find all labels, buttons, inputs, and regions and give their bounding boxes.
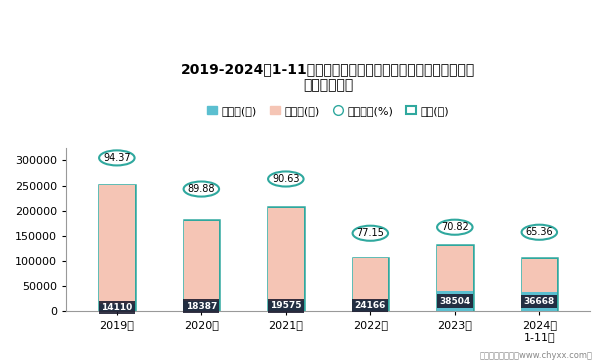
Bar <box>437 245 473 311</box>
Bar <box>268 301 304 311</box>
Bar <box>353 300 388 311</box>
Text: 94.37: 94.37 <box>103 153 131 163</box>
Ellipse shape <box>522 225 557 240</box>
Ellipse shape <box>437 220 473 235</box>
Text: 14110: 14110 <box>101 303 132 312</box>
Title: 2019-2024年1-11月济南大隆机车工业有限公司摩托车产销及出
口情况统计图: 2019-2024年1-11月济南大隆机车工业有限公司摩托车产销及出 口情况统计… <box>181 62 475 92</box>
Bar <box>353 258 388 300</box>
Bar <box>183 301 219 311</box>
Text: 制图：智研咨询（www.chyxx.com）: 制图：智研咨询（www.chyxx.com） <box>480 351 593 360</box>
Text: 65.36: 65.36 <box>526 227 553 237</box>
Bar <box>522 258 557 292</box>
Bar <box>353 258 388 311</box>
Text: 77.15: 77.15 <box>356 228 384 238</box>
Bar <box>183 221 219 301</box>
Ellipse shape <box>183 182 219 197</box>
Text: 89.88: 89.88 <box>188 184 215 194</box>
Text: 38504: 38504 <box>439 297 471 305</box>
Text: 18387: 18387 <box>186 301 217 310</box>
Text: 90.63: 90.63 <box>272 174 299 184</box>
Bar <box>99 185 134 304</box>
Ellipse shape <box>353 226 388 241</box>
Bar <box>99 185 134 311</box>
Bar <box>183 220 219 311</box>
Legend: 出口量(辆), 内销量(辆), 内销占比(%), 产量(辆): 出口量(辆), 内销量(辆), 内销占比(%), 产量(辆) <box>202 101 454 120</box>
Bar <box>437 291 473 311</box>
Text: 70.82: 70.82 <box>441 222 469 232</box>
Ellipse shape <box>268 171 304 186</box>
Text: 19575: 19575 <box>270 301 301 310</box>
Bar <box>99 304 134 311</box>
Bar <box>522 292 557 311</box>
Bar <box>437 246 473 291</box>
Bar <box>268 207 304 301</box>
Bar <box>522 258 557 311</box>
Text: 24166: 24166 <box>355 301 386 310</box>
Bar <box>268 207 304 311</box>
Text: 36668: 36668 <box>524 297 555 306</box>
Ellipse shape <box>99 150 134 165</box>
